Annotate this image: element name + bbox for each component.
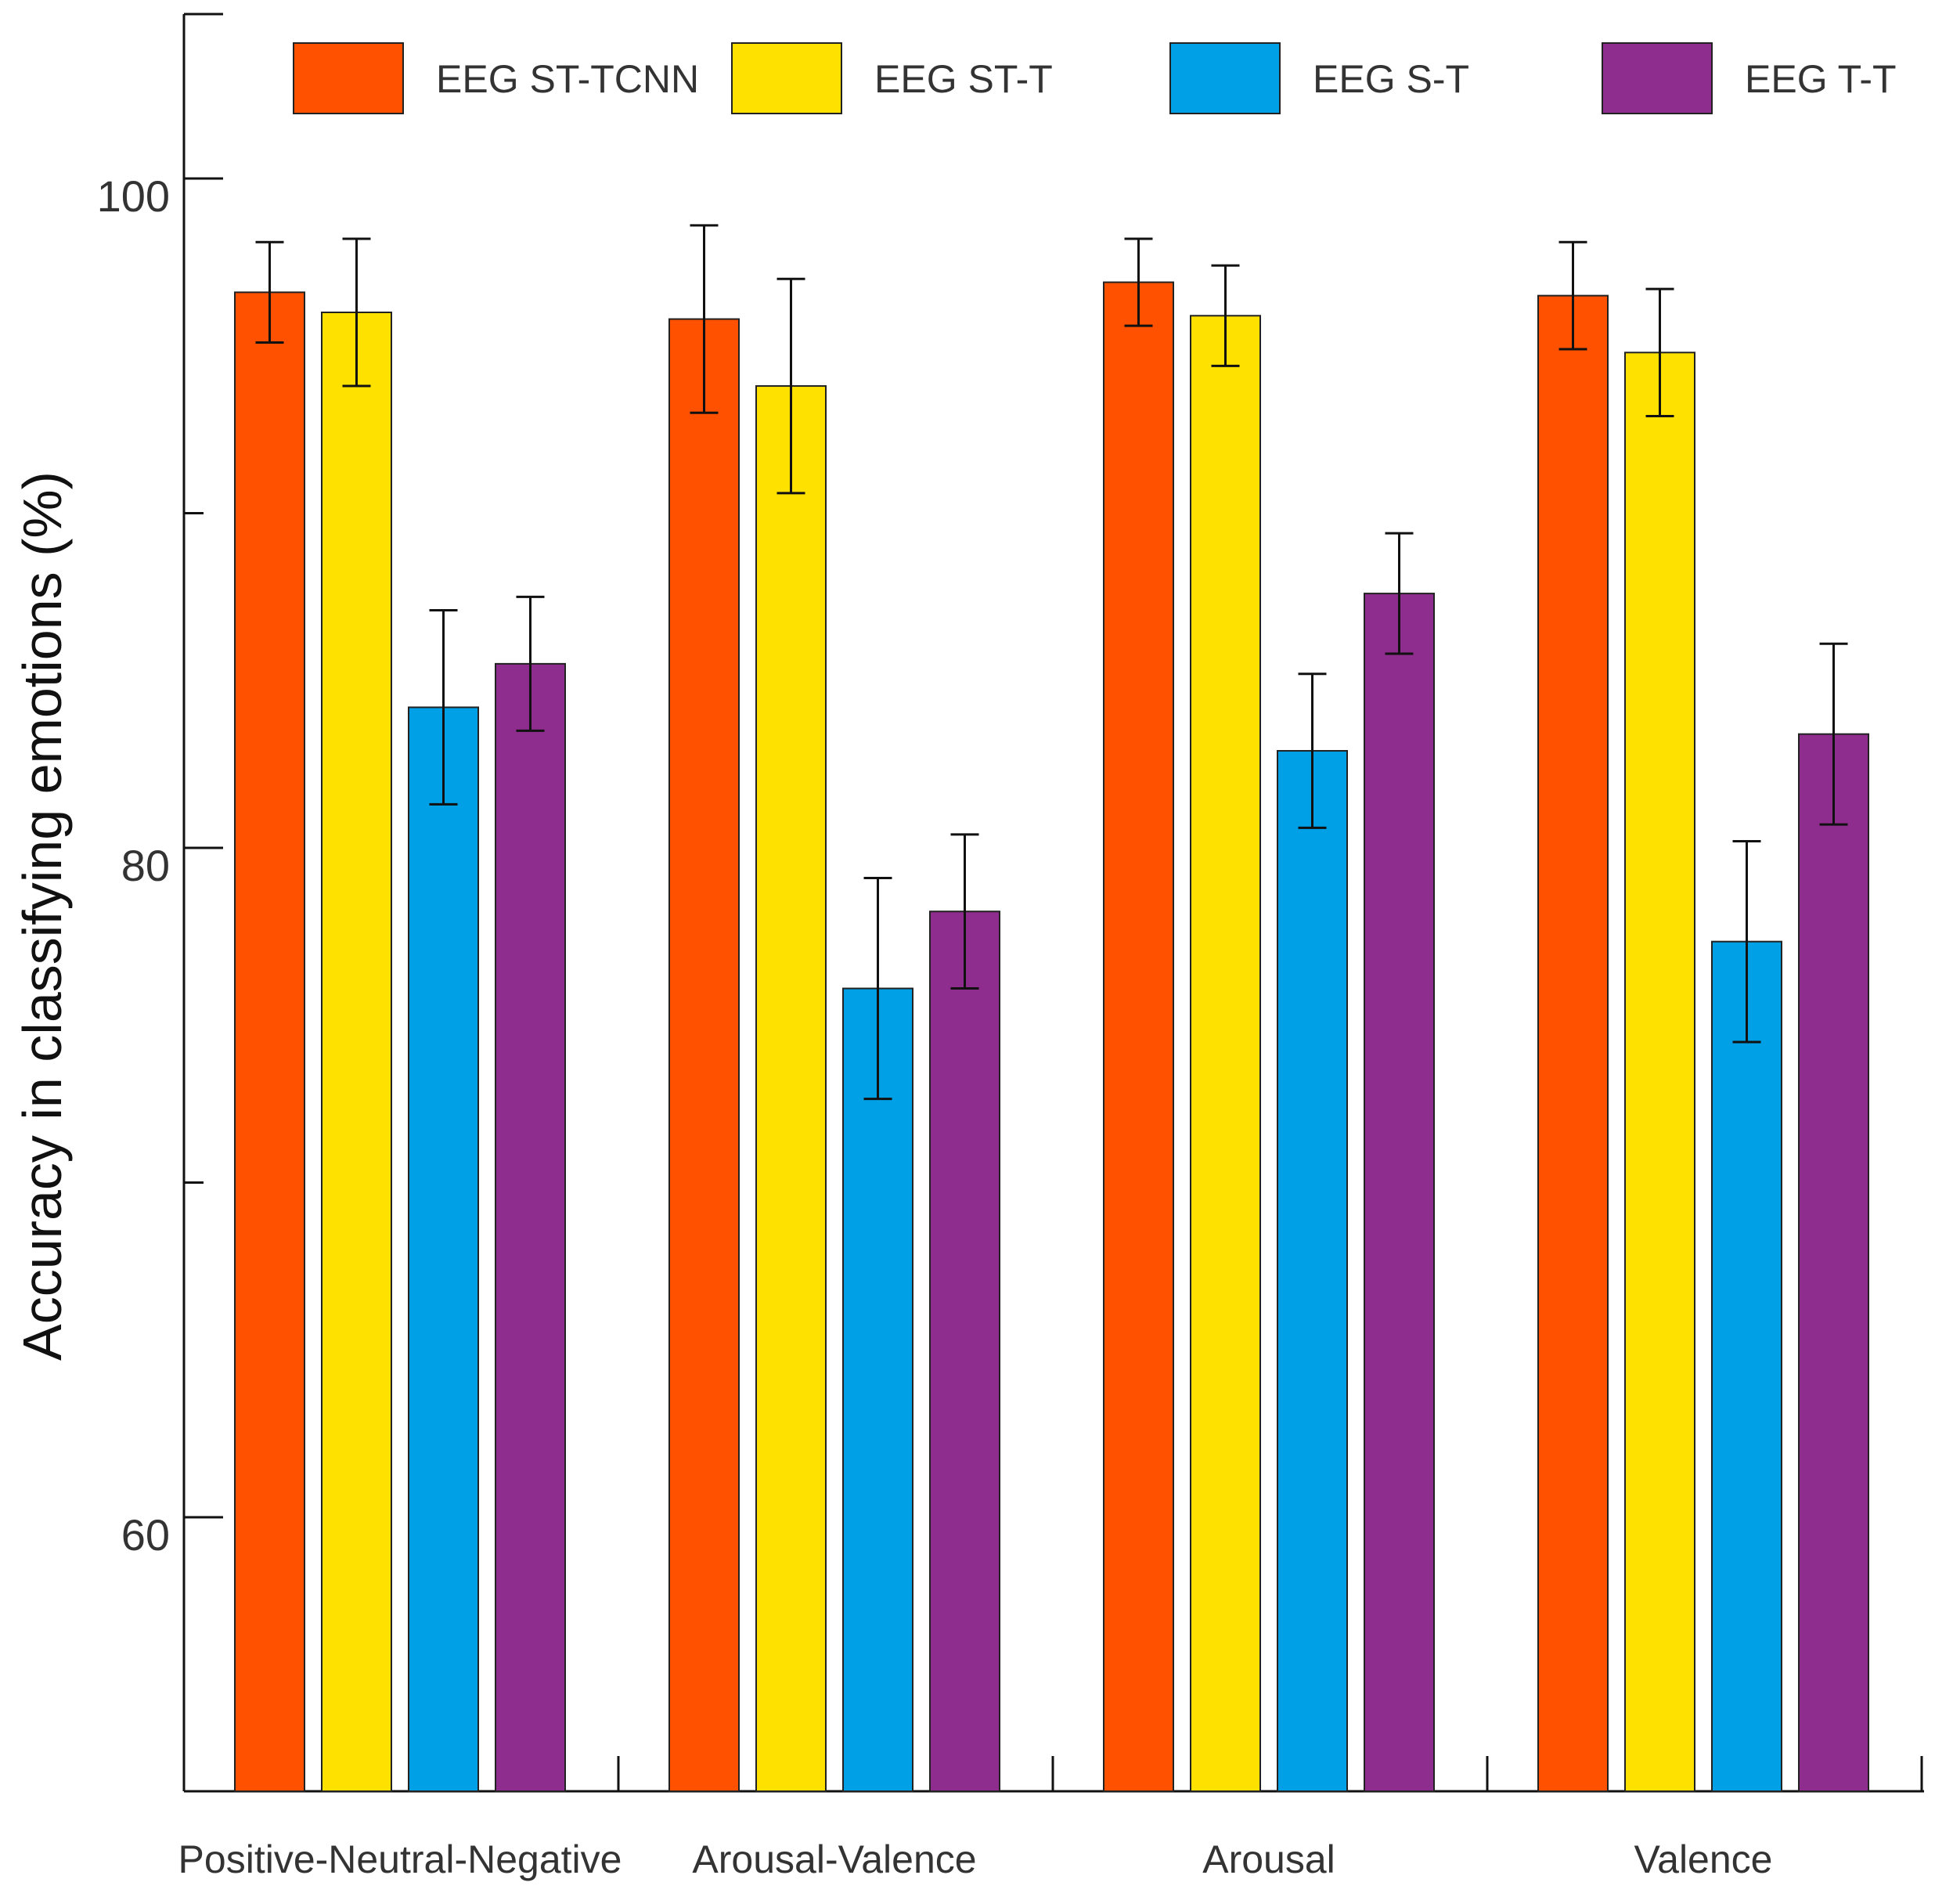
bar	[1624, 352, 1695, 1792]
y-axis-title: Accuracy in classifying emotions (%)	[12, 471, 73, 1361]
legend-swatch	[731, 42, 842, 114]
legend: EEG ST-TCNN EEG ST-T EEG S-T EEG T-T	[293, 42, 1897, 114]
bar	[1277, 750, 1348, 1792]
legend-label: EEG T-T	[1745, 57, 1897, 101]
legend-label: EEG ST-T	[874, 57, 1053, 101]
bar	[1711, 940, 1782, 1792]
bar	[234, 291, 305, 1793]
bar	[1103, 281, 1174, 1792]
legend-label: EEG S-T	[1313, 57, 1469, 101]
bar	[321, 312, 392, 1792]
bars	[234, 224, 1869, 1793]
x-category-label: Positive-Neutral-Negative	[178, 1837, 622, 1881]
bar	[1537, 294, 1609, 1792]
bar	[1798, 733, 1869, 1792]
axes: 60 80 100 Positive-Neutral-Negative Arousal-…	[97, 13, 1924, 1881]
y-tick-label-80: 80	[121, 841, 170, 890]
bar	[668, 318, 740, 1792]
bar	[755, 385, 827, 1792]
legend-swatch	[293, 42, 404, 114]
bar	[842, 987, 913, 1792]
legend-swatch	[1602, 42, 1713, 114]
legend-label: EEG ST-TCNN	[436, 57, 699, 101]
legend-swatch	[1169, 42, 1281, 114]
bar	[929, 911, 1000, 1792]
x-category-label: Arousal	[1202, 1837, 1335, 1881]
bar	[1190, 315, 1261, 1792]
y-tick-label-60: 60	[121, 1510, 170, 1560]
bar	[408, 706, 479, 1793]
x-category-label: Valence	[1634, 1837, 1773, 1881]
bar	[1364, 593, 1435, 1792]
y-tick-label-100: 100	[97, 171, 170, 221]
bar	[495, 662, 566, 1792]
x-category-label: Arousal-Valence	[692, 1837, 976, 1881]
